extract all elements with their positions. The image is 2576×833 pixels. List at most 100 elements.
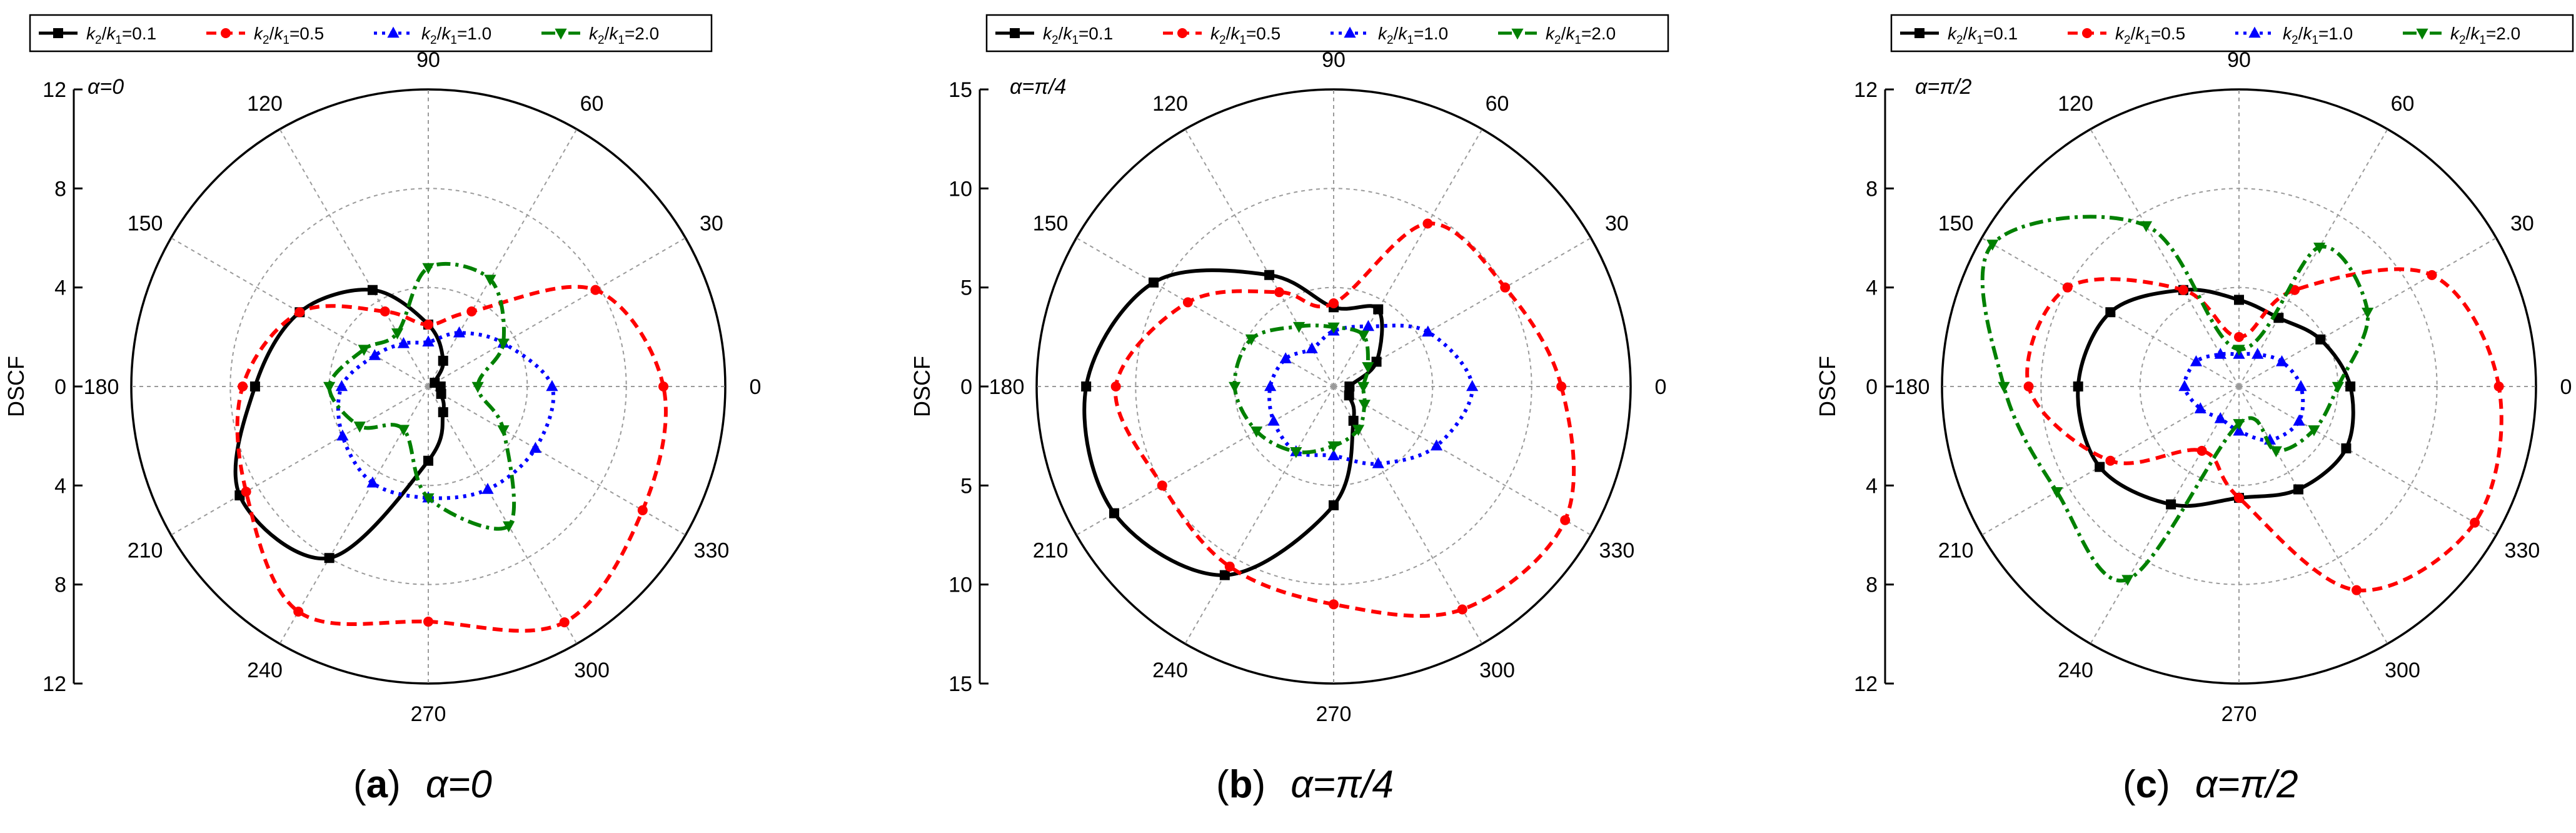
data-point xyxy=(336,429,349,441)
legend-k2-sub: 2 xyxy=(1554,34,1561,47)
series-3 xyxy=(2178,348,2307,445)
legend-k: k xyxy=(589,24,599,43)
legend-marker xyxy=(221,28,231,38)
inset-alpha-label: α=π/4 xyxy=(1010,75,1066,99)
y-axis-label: DSCF xyxy=(909,356,935,417)
data-point xyxy=(2313,242,2326,254)
angle-tick-label: 330 xyxy=(1599,539,1635,563)
legend-marker xyxy=(387,26,400,38)
legend-entry: k2/k1=0.1 xyxy=(1043,24,1113,47)
angle-tick-label: 180 xyxy=(1894,375,1930,399)
caption-close-paren: ) xyxy=(388,763,401,806)
data-point xyxy=(2214,348,2226,359)
legend-ratio: =1.0 xyxy=(457,24,491,43)
angle-tick-label: 150 xyxy=(1938,212,1974,236)
angle-tick-label: 300 xyxy=(1479,659,1515,682)
data-point xyxy=(2345,381,2356,391)
data-point xyxy=(2493,381,2504,391)
legend-slash: / xyxy=(605,24,610,43)
data-point xyxy=(1371,356,1382,367)
legend-marker xyxy=(1511,28,1524,40)
y-axis-tick-label: 8 xyxy=(54,177,66,201)
legend-k1-sub: 1 xyxy=(2312,34,2318,47)
legend-entry: k2/k1=0.5 xyxy=(2115,24,2185,47)
data-point xyxy=(2470,517,2480,528)
data-point xyxy=(497,425,510,437)
data-point xyxy=(323,381,336,393)
legend-ratio: =2.0 xyxy=(625,24,659,43)
data-point xyxy=(294,307,305,318)
data-point xyxy=(2270,446,2282,458)
legend-k: k xyxy=(254,24,264,43)
data-point xyxy=(484,275,496,286)
legend-k2-sub: 2 xyxy=(1956,34,1963,47)
polar-outer-ring xyxy=(130,88,727,685)
data-point xyxy=(2095,462,2105,472)
data-point xyxy=(2295,380,2307,391)
legend-slash: / xyxy=(1963,24,1968,43)
inset-alpha-label: α=π/2 xyxy=(1915,75,1971,99)
legend-k: k xyxy=(2283,24,2293,43)
data-point xyxy=(2290,285,2300,295)
data-point xyxy=(503,521,515,533)
data-point xyxy=(422,335,435,346)
legend-entry: k2/k1=1.0 xyxy=(1378,24,1448,47)
angle-tick-label: 0 xyxy=(750,375,762,399)
caption-open-paren: ( xyxy=(1216,763,1229,806)
legend-entry: k2/k1=1.0 xyxy=(421,24,491,47)
series-2 xyxy=(1110,218,1576,618)
legend-slash: / xyxy=(102,24,107,43)
data-point xyxy=(1430,439,1443,451)
y-axis-tick-label: 5 xyxy=(960,474,972,498)
angle-tick-label: 210 xyxy=(128,539,163,563)
legend-marker xyxy=(1914,28,1924,38)
legend-k2-sub: 2 xyxy=(598,34,605,47)
data-point xyxy=(2233,419,2245,430)
angle-tick-label: 30 xyxy=(1605,212,1629,236)
angle-tick-label: 150 xyxy=(1033,212,1069,236)
data-point xyxy=(1292,321,1306,333)
legend-k1-sub: 1 xyxy=(1574,34,1581,47)
data-point xyxy=(1327,449,1340,461)
angle-tick-label: 120 xyxy=(2058,92,2093,116)
y-axis-tick-label: 0 xyxy=(1866,375,1878,399)
legend-box xyxy=(985,14,1669,53)
data-point xyxy=(2234,331,2244,342)
data-point xyxy=(1422,218,1433,229)
legend-marker xyxy=(2416,28,2428,40)
data-point xyxy=(2062,282,2073,293)
legend-k1-sub: 1 xyxy=(115,34,122,47)
data-point xyxy=(2073,381,2083,391)
data-point xyxy=(241,487,251,497)
series-line xyxy=(2025,267,2503,593)
data-point xyxy=(367,285,378,295)
angle-tick-label: 0 xyxy=(1655,375,1667,399)
legend-k2-sub: 2 xyxy=(1219,34,1226,47)
legend-entry: k2/k1=2.0 xyxy=(2450,24,2520,47)
data-point xyxy=(590,285,601,295)
data-point xyxy=(353,422,366,433)
legend-k: k xyxy=(2470,24,2480,43)
legend-entry: k2/k1=0.5 xyxy=(254,24,324,47)
series-line xyxy=(1980,215,2370,583)
legend-k: k xyxy=(1063,24,1073,43)
data-point xyxy=(391,328,404,340)
angle-tick-label: 240 xyxy=(1152,659,1188,682)
data-point xyxy=(453,326,466,338)
data-point xyxy=(249,381,260,391)
legend-k2-sub: 2 xyxy=(430,34,437,47)
legend-k: k xyxy=(1043,24,1053,43)
data-point xyxy=(2234,295,2244,305)
data-point xyxy=(1081,381,1092,391)
data-point xyxy=(1348,415,1359,426)
series-line xyxy=(336,331,556,500)
legend-k2-sub: 2 xyxy=(95,34,102,47)
data-point xyxy=(436,388,446,399)
data-point xyxy=(1556,381,1567,391)
data-point xyxy=(368,349,381,360)
legend-marker xyxy=(1177,28,1187,38)
y-axis-tick-label: 8 xyxy=(1866,177,1878,201)
legend-k1-sub: 1 xyxy=(1239,34,1246,47)
